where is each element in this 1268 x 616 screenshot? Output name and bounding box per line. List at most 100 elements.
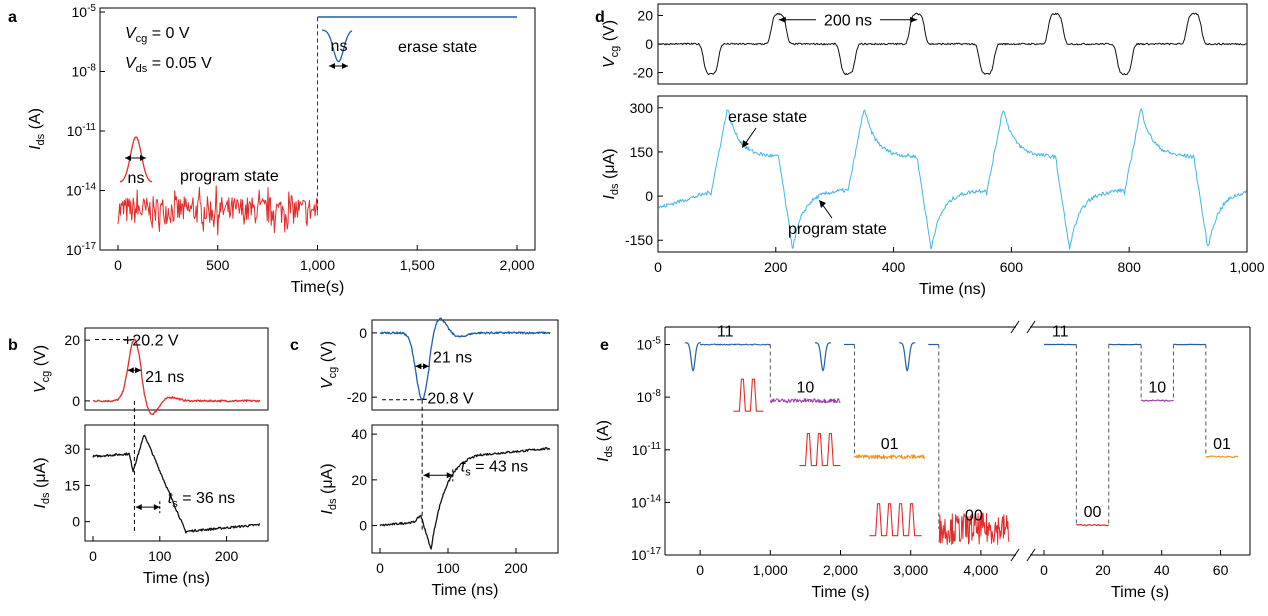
panel-b-top-y-axis-label-group: Vcg (V): [32, 345, 52, 393]
panel-e-left-x-tick-label: 0: [696, 562, 704, 578]
panel-c: -20 0 0 20 40 0 100 200 Time (ns) Vcg (V) Ids (μA)…: [319, 317, 559, 599]
panel-a-x-tick-label: 1,000: [300, 257, 335, 273]
panel-d-bottom-y-tick-label: 300: [630, 100, 654, 116]
panel-e-y-tick-label: 10-17: [631, 546, 661, 563]
panel-b-top-axes: [84, 327, 269, 411]
panel-e-left-x-tick-label: 1,000: [753, 562, 788, 578]
panel-c-top-y-axis-label: Vcg (V): [319, 341, 339, 389]
panel-b-ts-arrow-head-right: [153, 504, 160, 511]
panel-c-vcg-series: [379, 317, 551, 401]
panel-e-break-mark: [1026, 320, 1036, 334]
panel-e-left-x-tick-label: 4,000: [963, 562, 998, 578]
panel-d-top-y-axis-label-group: Vcg (V): [601, 20, 621, 68]
panel-d-x-tick-label: 400: [882, 259, 906, 275]
panel-d-top-y-axis-label: Vcg (V): [601, 20, 621, 68]
panel-e-left-state-label-01: 01: [881, 436, 899, 453]
panel-b-x-tick-label: 0: [89, 548, 97, 564]
panel-c-x-tick-label: 200: [504, 560, 528, 576]
panel-e-right-x-tick-label: 20: [1095, 562, 1111, 578]
panel-e-left-state-label-11: 11: [717, 324, 734, 341]
panel-label-c: c: [290, 337, 299, 354]
panel-a-y-tick-label: 10-11: [67, 122, 97, 139]
panel-a-y-tick-label: 10-5: [72, 3, 97, 20]
panel-c-ids-series: [379, 446, 551, 550]
panel-b-width-arrow-head-right: [135, 367, 142, 374]
panel-c-top-axes: [371, 319, 559, 411]
panel-a-inset-arrow-blue-head-right: [342, 63, 348, 69]
panel-b-ts-label: ts = 36 ns: [168, 490, 235, 510]
panel-a-series-label-erase: erase state: [398, 39, 477, 56]
panel-a-y-axis-label-group: Ids (A): [27, 108, 47, 150]
panel-d-top-y-tick-label: 0: [645, 36, 653, 52]
panel-d-bottom-y-axis-label: Ids (μA): [601, 148, 621, 199]
panel-e-right-state-label-01: 01: [1213, 436, 1231, 453]
panel-label-d: d: [595, 9, 605, 26]
panel-c-top-y-tick-label: -20: [347, 389, 367, 405]
panel-e-y-tick-label: 10-11: [632, 441, 662, 458]
panel-c-bottom-y-tick-label: 20: [351, 472, 367, 488]
panel-e-left-x-tick-label: 3,000: [893, 562, 928, 578]
panel-e-right-x-tick-label: 60: [1213, 562, 1229, 578]
panel-b-bottom-axes: [84, 424, 269, 542]
panel-a-y-tick-label: 10-14: [66, 182, 96, 199]
panel-c-bottom-axes: [371, 424, 559, 554]
panel-e-left-state-label-10: 10: [797, 380, 815, 397]
panel-d-bottom-y-tick-label: 0: [645, 188, 653, 204]
panel-d-x-tick-label: 200: [764, 259, 788, 275]
panel-c-bottom-y-axis-label-group: Ids (μA): [319, 463, 339, 514]
panel-d-bottom-y-tick-label: -150: [625, 232, 653, 248]
panel-c-width-arrow-head-left: [415, 363, 422, 370]
panel-a-inset-label-red: ns: [128, 170, 145, 187]
panel-e-right-state-01: [1205, 455, 1239, 459]
panel-c-x-tick-label: 0: [376, 560, 384, 576]
panel-d-top-y-tick-label: -20: [633, 65, 653, 81]
panel-a-inset-arrow-red-head-left: [125, 155, 131, 161]
panel-c-x-tick-label: 100: [436, 560, 460, 576]
panel-a-series-program: [117, 185, 318, 236]
panel-c-ts-arrow-head-left: [423, 472, 430, 479]
panel-b-bottom-y-tick-label: 0: [72, 514, 80, 530]
panel-d-bottom-y-tick-label: 150: [630, 144, 654, 160]
panel-e-break-mark: [1010, 548, 1020, 562]
panel-e-right-x-tick-label: 0: [1040, 562, 1048, 578]
panel-e-erase-pulse: [815, 342, 831, 372]
panel-b-x-tick-label: 200: [215, 548, 239, 564]
panel-e-program-pulse-train: [799, 433, 841, 467]
panel-a-x-tick-label: 1,500: [400, 257, 435, 273]
panel-e: 10-17 10-14 10-11 10-8 10-5 0 1,000 2,000 3,000 4…: [595, 320, 1251, 601]
panel-e-right-state-label-11: 11: [1052, 324, 1069, 341]
panel-c-peak-label: -20.8 V: [422, 391, 474, 408]
panel-d-x-tick-label: 1,000: [1229, 259, 1264, 275]
panel-a-condition: Vds = 0.05 V: [125, 55, 212, 75]
panel-b-bottom-y-axis-label: Ids (μA): [32, 457, 52, 508]
panel-a-condition: Vcg = 0 V: [125, 25, 190, 45]
panel-d-period-head-left: [778, 16, 786, 23]
panel-b-top-y-tick-label: 0: [72, 393, 80, 409]
panel-a-x-tick-label: 500: [206, 257, 230, 273]
panel-e-right-state-10: [1140, 399, 1174, 402]
panel-e-erase-pulse: [899, 342, 916, 372]
panel-b-bottom-y-tick-label: 30: [64, 441, 80, 457]
panel-a-inset-pulse-blue: [321, 29, 353, 63]
panel-c-width-label: 21 ns: [433, 349, 472, 366]
panel-e-y-tick-label: 10-5: [637, 336, 662, 353]
panel-a-inset-pulse-red: [119, 136, 153, 183]
panel-a-x-tick-label: 2,000: [499, 257, 534, 273]
panel-d-x-tick-label: 800: [1118, 259, 1142, 275]
panel-d-period-label-bg: [815, 9, 880, 30]
panel-d-period-head-right: [910, 16, 918, 23]
panel-label-e: e: [600, 337, 609, 354]
panel-e-right-x-axis-label: Time (s): [1111, 584, 1169, 601]
panel-b-ts-arrow-head-left: [135, 504, 142, 511]
panel-d-top-y-tick-label: 20: [637, 7, 653, 23]
panel-a-y-tick-label: 10-8: [72, 63, 97, 80]
panel-e-left-x-tick-label: 2,000: [823, 562, 858, 578]
panel-e-break-mark: [1010, 320, 1020, 334]
panel-e-left-state-10: [769, 398, 841, 404]
panel-b-top-y-tick-label: 20: [64, 332, 80, 348]
panel-label-a: a: [8, 9, 17, 26]
panel-b-x-axis-label: Time (ns): [143, 570, 210, 587]
panel-b-top-y-axis-label: Vcg (V): [32, 345, 52, 393]
